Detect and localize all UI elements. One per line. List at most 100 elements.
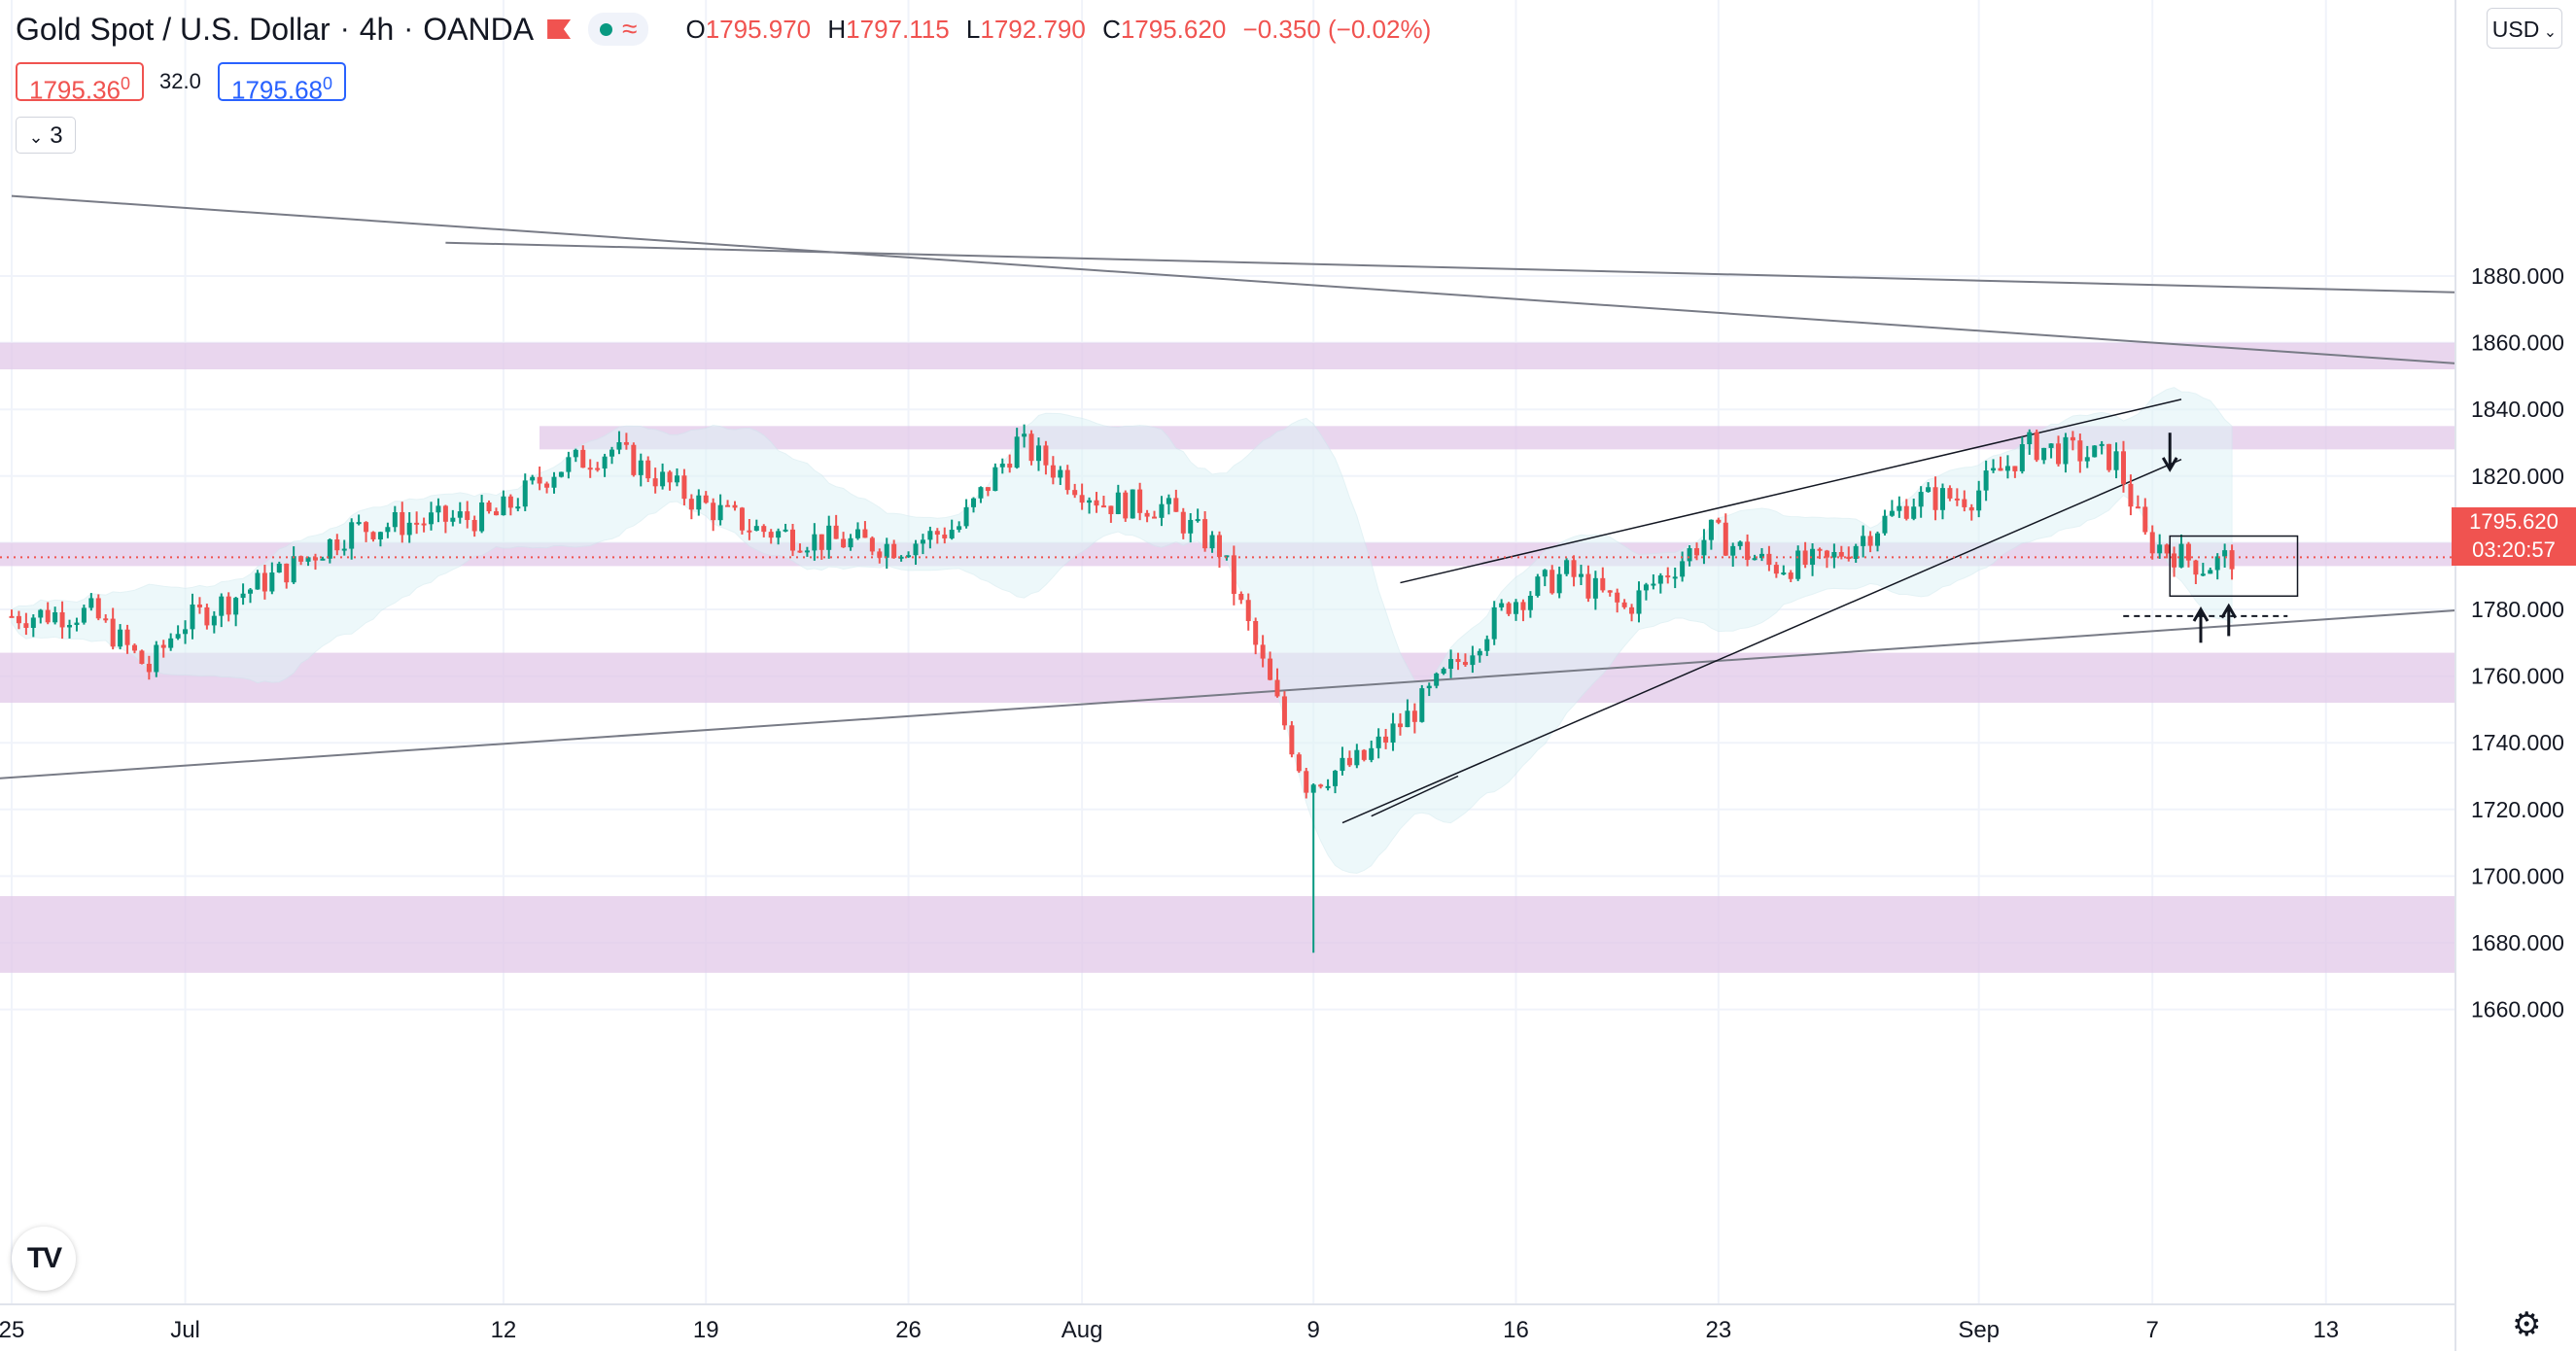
candle-body bbox=[1072, 490, 1078, 496]
tradingview-logo-icon[interactable]: TV bbox=[12, 1227, 76, 1291]
candle-body bbox=[269, 572, 275, 592]
candle-body bbox=[1680, 561, 1686, 577]
time-tick-label: 23 bbox=[1705, 1317, 1731, 1343]
open-value: 1795.970 bbox=[705, 14, 812, 44]
candle-body bbox=[2222, 550, 2228, 557]
candle-body bbox=[1810, 548, 1816, 566]
candle-body bbox=[1918, 492, 1924, 507]
candle-body bbox=[486, 502, 492, 512]
candle-body bbox=[1853, 545, 1859, 559]
candle-body bbox=[812, 534, 818, 551]
time-tick-label: 25 bbox=[0, 1317, 24, 1343]
candle-body bbox=[219, 596, 225, 616]
bollinger-band bbox=[11, 387, 2233, 874]
time-tick-label: 13 bbox=[2313, 1317, 2339, 1343]
long-term-resistance-line bbox=[11, 194, 2471, 365]
price-tick-label: 1820.000 bbox=[2471, 464, 2564, 489]
low-value: 1792.790 bbox=[980, 14, 1086, 44]
arrow-down-head bbox=[2161, 457, 2178, 472]
candle-body bbox=[1773, 565, 1779, 574]
change-value: −0.350 (−0.02%) bbox=[1242, 14, 1432, 44]
candle-body bbox=[1014, 436, 1020, 468]
symbol-name[interactable]: Gold Spot / U.S. Dollar bbox=[16, 11, 331, 47]
candle-body bbox=[240, 593, 246, 599]
candle-body bbox=[927, 531, 933, 540]
interval[interactable]: 4h bbox=[359, 11, 395, 47]
candle-body bbox=[385, 527, 391, 533]
candle-body bbox=[2120, 451, 2126, 484]
candle-body bbox=[1636, 590, 1642, 614]
candle-body bbox=[906, 555, 912, 558]
time-tick-label: 9 bbox=[1307, 1317, 1320, 1343]
settings-gear-icon[interactable]: ⚙ bbox=[2512, 1306, 2542, 1343]
candle-body bbox=[1781, 572, 1787, 575]
candle-body bbox=[1651, 583, 1656, 586]
candle-body bbox=[1268, 658, 1273, 680]
candle-body bbox=[1607, 590, 1613, 593]
market-status[interactable]: ≈ bbox=[588, 13, 649, 46]
time-tick-label: Sep bbox=[1958, 1317, 2000, 1343]
candle-body bbox=[1130, 489, 1135, 519]
candle-body bbox=[753, 526, 759, 531]
candle-body bbox=[797, 550, 803, 553]
candle-body bbox=[725, 504, 731, 507]
candle-body bbox=[1694, 548, 1700, 556]
candle-body bbox=[1491, 606, 1497, 640]
time-tick-label: Aug bbox=[1062, 1317, 1103, 1343]
sr-zone bbox=[0, 342, 2455, 370]
currency-select[interactable]: USD ⌄ bbox=[2487, 8, 2562, 49]
candle-body bbox=[833, 525, 839, 539]
candle-body bbox=[1600, 577, 1606, 591]
candle-body bbox=[1867, 536, 1873, 546]
candle-body bbox=[2106, 443, 2112, 470]
candle-body bbox=[1455, 659, 1461, 663]
price-tick-label: 1660.000 bbox=[2471, 997, 2564, 1022]
buy-price-button[interactable]: 1795.680 bbox=[218, 62, 346, 105]
candle-body bbox=[1354, 749, 1360, 766]
candle-body bbox=[312, 557, 318, 561]
candle-body bbox=[985, 487, 991, 492]
time-axis[interactable]: 25 Jul 12 19 26 Aug 9 16 23 Sep 7 13 bbox=[0, 1317, 2339, 1343]
candle-body bbox=[349, 522, 355, 549]
candle-body bbox=[1064, 469, 1070, 491]
candle-body bbox=[67, 624, 73, 628]
candle-body bbox=[776, 531, 782, 538]
candle-body bbox=[341, 548, 347, 551]
candle-body bbox=[522, 480, 528, 507]
candle-body bbox=[1079, 495, 1085, 503]
candle-body bbox=[1123, 492, 1129, 519]
rising-wedge-lower-line bbox=[1341, 458, 2182, 824]
candle-body bbox=[732, 504, 738, 508]
candle-body bbox=[609, 449, 615, 457]
candle-body bbox=[1578, 573, 1584, 577]
candle-body bbox=[1665, 575, 1671, 578]
candle-body bbox=[992, 467, 998, 492]
candle-body bbox=[1361, 749, 1367, 760]
candle-body bbox=[768, 532, 774, 538]
candle-body bbox=[1159, 503, 1165, 518]
candle-body bbox=[183, 629, 189, 635]
candle-body bbox=[2185, 543, 2191, 561]
candle-body bbox=[211, 615, 217, 626]
annotations bbox=[2123, 433, 2299, 643]
indicators-toggle-button[interactable]: ⌄ 3 bbox=[16, 117, 76, 154]
candle-body bbox=[1346, 757, 1352, 766]
price-tick-label: 1880.000 bbox=[2471, 263, 2564, 289]
candle-body bbox=[2113, 451, 2119, 470]
arrow-up-head bbox=[2192, 606, 2210, 622]
price-axis-background bbox=[2455, 0, 2576, 1351]
time-tick-label: 26 bbox=[895, 1317, 922, 1343]
sell-price-button[interactable]: 1795.360 bbox=[16, 62, 144, 105]
flag-icon[interactable] bbox=[547, 19, 572, 39]
candle-body bbox=[9, 615, 15, 618]
price-axis[interactable]: 1660.000 1680.000 1700.000 1720.000 1740.000… bbox=[2471, 263, 2564, 1022]
candle-body bbox=[471, 519, 477, 532]
indicators-count: 3 bbox=[50, 122, 63, 149]
candle-body bbox=[1035, 445, 1041, 462]
candle-body bbox=[1687, 548, 1692, 562]
candle-body bbox=[81, 607, 87, 623]
low-label: L bbox=[965, 14, 981, 44]
wave-icon: ≈ bbox=[622, 14, 638, 44]
candle-body bbox=[1238, 593, 1244, 601]
